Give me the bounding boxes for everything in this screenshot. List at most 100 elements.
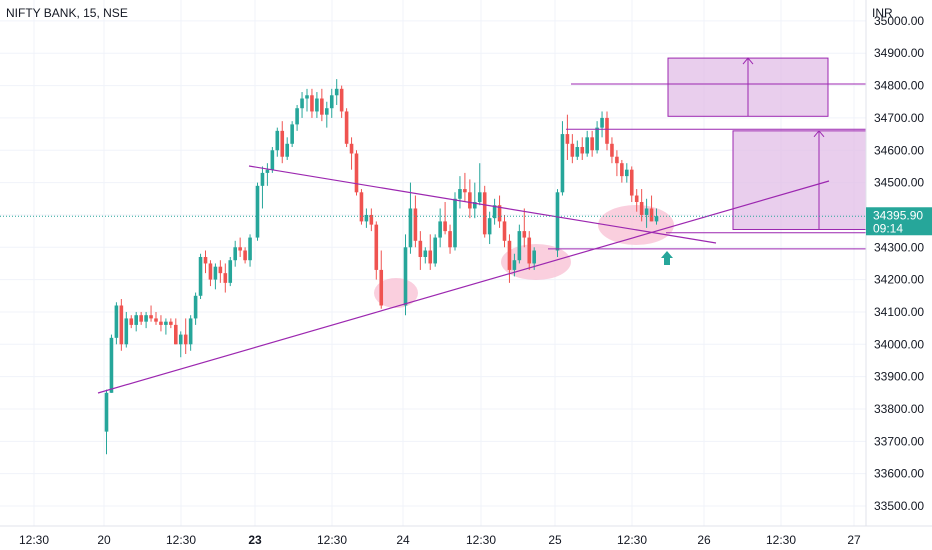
candle-body (374, 224, 379, 270)
candle-body (379, 269, 384, 306)
candle-body (233, 247, 237, 261)
candle-body (620, 163, 624, 177)
candle-body (310, 95, 314, 112)
price-tag (866, 207, 932, 236)
y-tick-label: 34500.00 (874, 176, 924, 190)
candle-body (413, 208, 418, 241)
x-tick-label: 12:30 (466, 533, 496, 547)
target-zones (667, 57, 867, 230)
candle-body (218, 266, 223, 274)
candle-body (255, 185, 260, 238)
x-tick-label: 25 (548, 533, 562, 547)
x-tick-label: 23 (248, 533, 262, 547)
candle-body (354, 153, 359, 193)
x-tick-label: 12:30 (166, 533, 196, 547)
candle-body (164, 321, 168, 325)
candle-body (369, 214, 374, 225)
candle-body (174, 324, 178, 345)
candle-body (418, 240, 423, 257)
x-tick-label: 24 (396, 533, 410, 547)
candle-body (644, 208, 649, 215)
candle-body (119, 305, 124, 345)
y-tick-label: 34000.00 (874, 337, 924, 351)
candle-body (320, 98, 324, 115)
candle-body (403, 247, 408, 306)
candle-body (280, 130, 285, 157)
candle-body (104, 392, 109, 432)
candle-body (124, 318, 129, 345)
candle-body (477, 192, 482, 203)
candle-body (188, 318, 193, 345)
x-tick-label: 12:30 (617, 533, 647, 547)
candle-body (364, 214, 369, 222)
candle-body (560, 134, 565, 193)
candle-body (443, 221, 447, 232)
candle-body (228, 260, 233, 283)
candle-body (290, 124, 294, 144)
candle-body (507, 240, 512, 270)
candle-body (315, 98, 319, 112)
candle-body (359, 192, 364, 222)
candle-body (109, 337, 114, 393)
candle-body (527, 237, 532, 264)
candle-body (497, 205, 502, 222)
x-tick-label: 27 (847, 533, 861, 547)
candle-body (570, 143, 575, 157)
candle-body (275, 130, 280, 151)
candle-body (473, 202, 477, 209)
candle-body (625, 169, 629, 177)
y-tick-label: 34800.00 (874, 79, 924, 93)
y-tick-label: 33500.00 (874, 499, 924, 513)
candle-body (585, 137, 589, 154)
candle-body (654, 216, 659, 222)
y-tick-label: 34700.00 (874, 111, 924, 125)
candle-body (149, 315, 153, 319)
candle-body (565, 134, 570, 144)
candle-body (139, 315, 143, 322)
y-tick-label: 34300.00 (874, 240, 924, 254)
target-zone (732, 130, 867, 230)
y-tick-label: 34100.00 (874, 305, 924, 319)
candle-body (629, 169, 634, 196)
candle-body (615, 156, 619, 164)
candle-body (344, 111, 349, 144)
candle-body (600, 117, 604, 128)
candle-body (487, 218, 492, 235)
candle-body (208, 263, 213, 280)
candle-body (522, 231, 527, 238)
candle-body (349, 143, 354, 154)
candle-body (482, 192, 487, 235)
candle-body (453, 198, 457, 248)
candle-body (532, 250, 536, 264)
candle-body (423, 250, 428, 257)
candle-body (193, 295, 198, 319)
candle-body (512, 260, 517, 270)
candle-body (285, 143, 289, 157)
candle-body (159, 321, 163, 325)
candle-body (458, 189, 462, 199)
candle-body (265, 169, 270, 173)
x-tick-label: 12:30 (19, 533, 49, 547)
candle-body (300, 98, 304, 109)
candle-body (129, 318, 134, 325)
candle-body (580, 147, 585, 154)
candle-body (213, 266, 218, 280)
y-tick-label: 33800.00 (874, 402, 924, 416)
candle-body (223, 273, 228, 283)
x-tick-label: 12:30 (766, 533, 796, 547)
candle-body (468, 192, 472, 209)
y-tick-label: 33600.00 (874, 467, 924, 481)
candle-body (438, 221, 442, 238)
x-tick-label: 20 (97, 533, 111, 547)
zone-arrowhead (813, 130, 825, 138)
chart-title: NIFTY BANK, 15, NSE (6, 6, 128, 20)
x-tick-label: 26 (697, 533, 711, 547)
y-tick-label: 33700.00 (874, 434, 924, 448)
candle-body (260, 172, 265, 186)
support-trendline (97, 180, 830, 394)
x-tick-label: 12:30 (317, 533, 347, 547)
candle-body (408, 208, 413, 248)
candles (104, 79, 659, 455)
price-tag-value: 34395.90 (873, 208, 923, 222)
